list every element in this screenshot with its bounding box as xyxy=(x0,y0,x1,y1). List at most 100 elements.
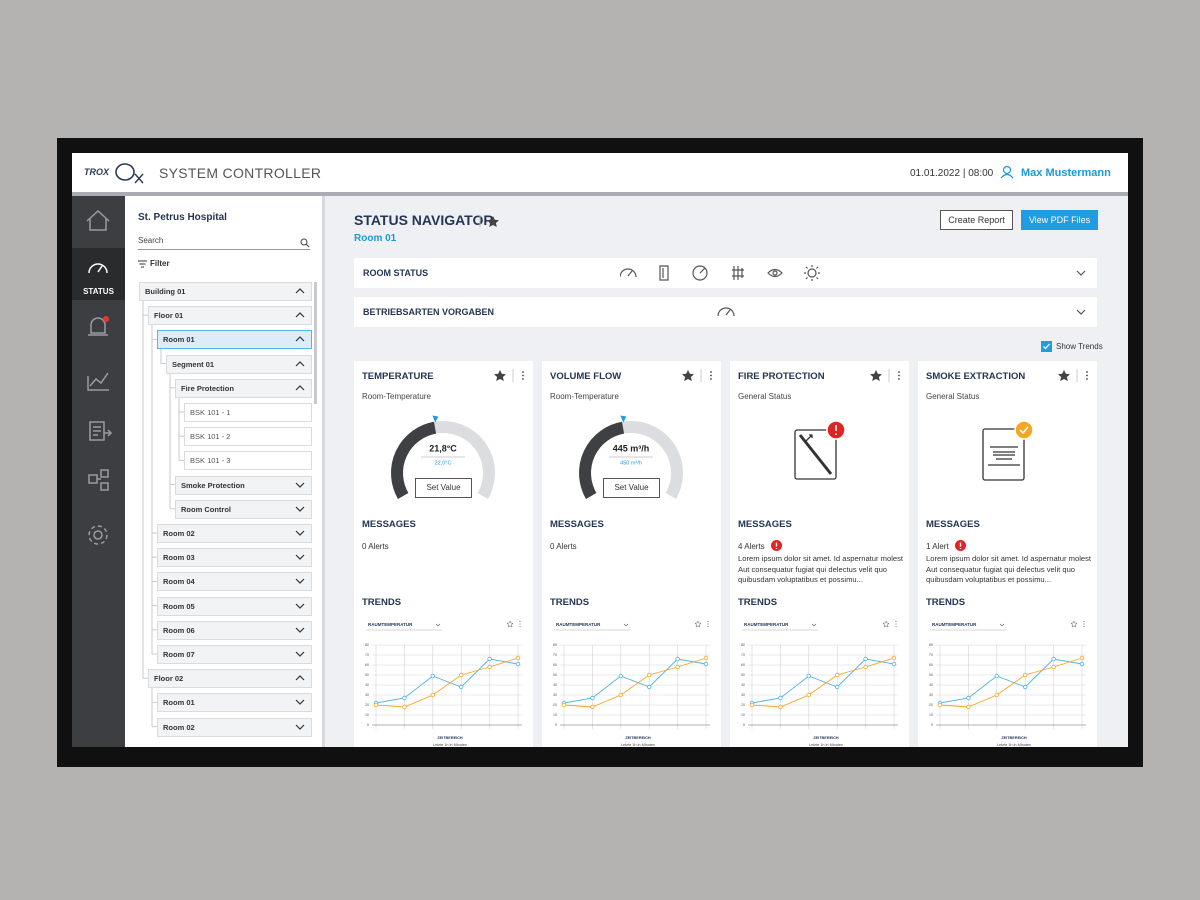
tree-row[interactable]: Room 01 xyxy=(157,330,312,350)
set-value-button[interactable]: Set Value xyxy=(603,478,660,498)
tree-row[interactable]: Room 04 xyxy=(157,572,312,592)
gauge-setpoint: 22,0°C xyxy=(435,460,452,466)
tree-row[interactable]: Building 01 xyxy=(139,282,312,301)
chart-dropdown: RAUMTEMPERATUR xyxy=(368,622,413,627)
tree-label: BSK 101 - 3 xyxy=(190,456,231,466)
status-card: TEMPERATURE Room-Temperature 21,8°C 22,0°C R… xyxy=(354,361,533,747)
trend-point xyxy=(487,656,492,662)
tree-row[interactable]: Room 07 xyxy=(157,645,312,664)
range-dropdown: Letzte 1h in Minuten xyxy=(621,743,655,747)
scrollbar[interactable] xyxy=(314,282,317,404)
view-pdf-button[interactable]: View PDF Files xyxy=(1021,210,1098,230)
card-graphics: RAUMTEMPERATUR 0 10 20 30 40 50 60 70 80 ZEITBEREI… xyxy=(929,369,1088,747)
search-input[interactable]: Search xyxy=(138,236,310,250)
trend-point xyxy=(430,692,435,698)
settings-icon[interactable] xyxy=(88,525,108,545)
trend-point xyxy=(515,655,521,661)
favorite-star[interactable] xyxy=(479,214,501,228)
tree-row[interactable]: Room 06 xyxy=(157,620,312,640)
trend-point xyxy=(458,684,464,690)
y-tick-label: 80 xyxy=(365,643,369,647)
trend-point xyxy=(863,656,868,662)
trend-point xyxy=(891,655,897,661)
card-title: SMOKE EXTRACTION xyxy=(926,371,1026,382)
alarm-icon[interactable] xyxy=(88,316,109,336)
y-tick-label: 30 xyxy=(929,693,933,697)
create-report-button[interactable]: Create Report xyxy=(940,210,1013,230)
tree-row[interactable]: Room 02 xyxy=(157,524,312,543)
tree-row[interactable]: Room Control xyxy=(175,499,312,519)
chevron xyxy=(295,312,305,318)
badge-symbol xyxy=(1019,426,1029,435)
section-title: BETRIEBSARTEN VORGABEN xyxy=(363,307,495,317)
y-tick-label: 40 xyxy=(365,683,369,687)
tree-row[interactable]: Room 01 xyxy=(157,693,312,713)
damper-blade xyxy=(798,434,833,475)
chevron xyxy=(295,482,305,488)
y-tick-label: 50 xyxy=(741,673,745,677)
operating-modes-section[interactable] xyxy=(354,297,1097,327)
tree-row[interactable]: BSK 101 - 3 xyxy=(184,451,312,471)
filter-button[interactable]: Filter xyxy=(150,259,170,268)
main: STATUS NAVIGATOR Room 01 Create Report V… xyxy=(325,196,1128,747)
tree-row[interactable]: Floor 01 xyxy=(148,306,312,326)
trend-line xyxy=(563,657,707,708)
messages-title: MESSAGES xyxy=(738,519,792,530)
menu-dot xyxy=(710,378,712,380)
chevron xyxy=(295,651,305,657)
tree-row[interactable]: Segment 01 xyxy=(166,354,312,374)
trend-point xyxy=(561,702,567,708)
dropdown-chevron xyxy=(623,623,629,627)
card-subtitle: General Status xyxy=(926,392,980,401)
tree-row[interactable]: BSK 101 - 2 xyxy=(184,427,312,447)
chart-star xyxy=(1070,620,1078,628)
alert-count: 0 Alerts xyxy=(362,542,389,551)
y-tick-label: 80 xyxy=(929,643,933,647)
chevron xyxy=(295,360,305,367)
user-name[interactable]: Max Mustermann xyxy=(1021,167,1111,179)
sidebar: STATUS xyxy=(72,196,125,747)
x-axis-label: ZEITBEREICH xyxy=(813,736,839,740)
device-body xyxy=(982,428,1025,481)
home-icon[interactable] xyxy=(86,209,110,231)
section-title: ROOM STATUS xyxy=(363,268,429,278)
tree-label: Room 02 xyxy=(163,529,195,538)
y-tick-label: 20 xyxy=(929,703,933,707)
tree-row[interactable]: BSK 101 - 1 xyxy=(184,403,312,422)
y-tick-label: 70 xyxy=(741,653,745,657)
tree-label: Room 06 xyxy=(163,625,195,635)
trend-point xyxy=(402,704,407,710)
chevron xyxy=(295,384,305,391)
dropdown-chevron xyxy=(435,623,441,627)
damper-arrow xyxy=(805,434,813,442)
card-graphics: 445 m³/h 450 m³/h RAUMTEMPERATUR 0 10 20 30 40 5… xyxy=(553,369,712,747)
tree-row[interactable]: Room 02 xyxy=(157,717,312,737)
hierarchy-icon[interactable] xyxy=(88,469,109,491)
chevron xyxy=(295,554,305,561)
trend-point xyxy=(1079,661,1085,667)
chart-star xyxy=(506,620,514,628)
user-icon xyxy=(1000,165,1014,179)
menu-dot xyxy=(898,378,900,380)
tree-row[interactable]: Smoke Protection xyxy=(175,475,312,495)
tree-row[interactable]: Room 03 xyxy=(157,548,312,568)
status-icon[interactable] xyxy=(88,263,108,274)
tree-row[interactable]: Floor 02 xyxy=(148,669,312,689)
chevron-path xyxy=(295,530,305,536)
tree-row[interactable]: Room 05 xyxy=(157,596,312,616)
chevron xyxy=(295,506,305,512)
trend-point xyxy=(806,673,811,679)
chevron-path xyxy=(295,651,305,657)
menu-dot xyxy=(1086,374,1088,377)
chart-icon[interactable] xyxy=(87,372,109,391)
active-nav[interactable] xyxy=(72,248,125,300)
set-value-button[interactable]: Set Value xyxy=(415,478,472,498)
checkbox[interactable] xyxy=(1041,341,1052,352)
tree-row[interactable]: Fire Protection xyxy=(175,378,312,398)
trend-point xyxy=(778,695,783,701)
report-icon[interactable] xyxy=(89,421,113,441)
trend-line xyxy=(939,658,1083,704)
room-status-section[interactable] xyxy=(354,258,1097,288)
chevron-path xyxy=(295,312,305,318)
y-tick-label: 0 xyxy=(555,723,557,727)
